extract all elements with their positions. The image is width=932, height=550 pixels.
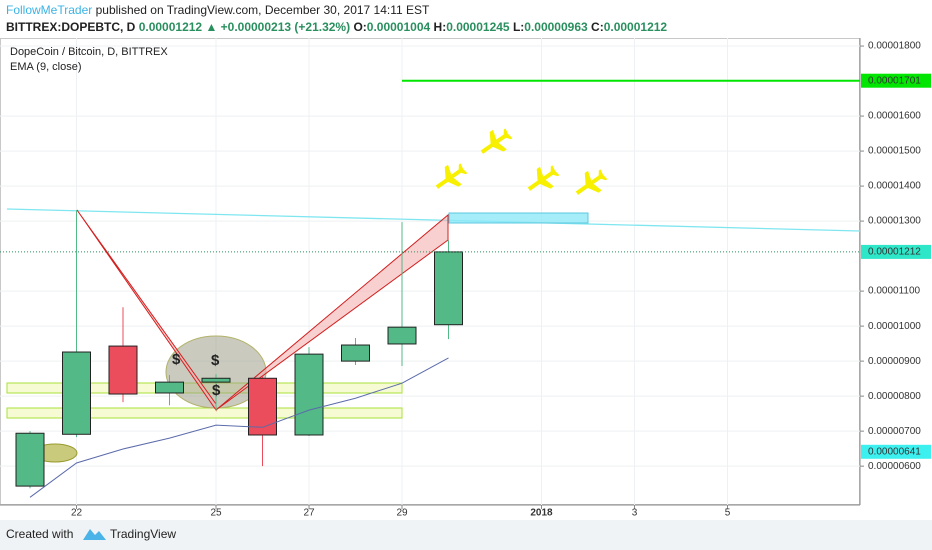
dollar-icon: $	[211, 352, 220, 369]
y-tick-label: 0.00000600	[868, 461, 921, 472]
ohlc-key: H:	[434, 20, 447, 34]
plane-icon	[435, 163, 468, 189]
x-tick-label: 22	[71, 508, 83, 519]
ohlc-value: 0.00000963	[524, 20, 588, 34]
x-tick-label: 27	[303, 508, 315, 519]
published: published on TradingView.com, December 3…	[96, 3, 430, 17]
price-label: 0.00000641	[868, 446, 921, 457]
ohlc-key: L:	[513, 20, 524, 34]
price-label-box	[861, 244, 931, 259]
x-tick-label: 3	[632, 508, 638, 519]
y-tick-label: 0.00001300	[868, 216, 921, 227]
ohlc-key: C:	[591, 20, 604, 34]
trend-line	[6, 208, 861, 232]
ohlc-value: 0.00001212	[604, 20, 668, 34]
plane-icon	[575, 169, 608, 195]
candle-body	[62, 351, 91, 435]
support-zone	[6, 407, 403, 419]
x-tick-label: 25	[210, 508, 222, 519]
ohlc-value: 0.00001004	[367, 20, 431, 34]
candle-body	[155, 381, 184, 394]
symbol: BITTREX:DOPEBTC, D	[6, 20, 136, 34]
y-tick-label: 0.00001400	[868, 181, 921, 192]
legend-title: DopeCoin / Bitcoin, D, BITTREX	[10, 46, 168, 58]
x-tick-label: 2018	[530, 508, 553, 519]
footer-created: Created with	[6, 527, 73, 541]
price-label-box	[861, 444, 931, 459]
candle-body	[108, 345, 138, 395]
price-label-box	[861, 73, 931, 88]
pattern-leg	[215, 213, 449, 411]
symbol-line: BITTREX:DOPEBTC, D 0.00001212 ▲ +0.00000…	[6, 20, 667, 34]
drawings	[6, 208, 861, 463]
planes	[435, 128, 608, 195]
change: ▲ +0.00000213 (+21.32%)	[205, 20, 350, 34]
y-tick-label: 0.00001100	[868, 286, 921, 297]
ema-line	[29, 357, 449, 498]
y-tick-label: 0.00000700	[868, 426, 921, 437]
plane-icon	[480, 128, 513, 154]
candle-body	[341, 344, 370, 362]
price-label: 0.00001701	[868, 75, 921, 86]
y-tick-label: 0.00001600	[868, 111, 921, 122]
series	[0, 79, 860, 498]
grid	[0, 38, 860, 505]
y-tick-label: 0.00001500	[868, 146, 921, 157]
candle-body	[201, 377, 231, 383]
y-tick-label: 0.00001800	[868, 41, 921, 52]
candle-body	[248, 377, 277, 436]
candle-body	[294, 353, 324, 436]
y-tick-label: 0.00000800	[868, 391, 921, 402]
y-tick-label: 0.00001000	[868, 321, 921, 332]
last-price: 0.00001212	[139, 20, 203, 34]
footer-bar	[0, 520, 932, 550]
x-tick-label: 5	[725, 508, 731, 519]
plane-icon	[527, 165, 560, 191]
legend-indicator: EMA (9, close)	[10, 61, 82, 73]
candle-body	[15, 432, 45, 487]
candle-body	[387, 326, 417, 345]
dollar-icon: $	[172, 351, 181, 368]
author: FollowMeTrader	[6, 3, 92, 17]
target-box	[448, 212, 589, 224]
candle-body	[434, 251, 463, 326]
price-label: 0.00001212	[868, 247, 921, 258]
ohlc-value: 0.00001245	[446, 20, 510, 34]
dollar-icon: $	[212, 382, 221, 399]
tv-logo	[83, 529, 106, 540]
y-tick-label: 0.00000900	[868, 356, 921, 367]
x-tick-label: 29	[396, 508, 408, 519]
header-line: FollowMeTrader published on TradingView.…	[6, 3, 430, 17]
footer-brand[interactable]: TradingView	[110, 527, 176, 541]
ohlc-key: O:	[353, 20, 366, 34]
